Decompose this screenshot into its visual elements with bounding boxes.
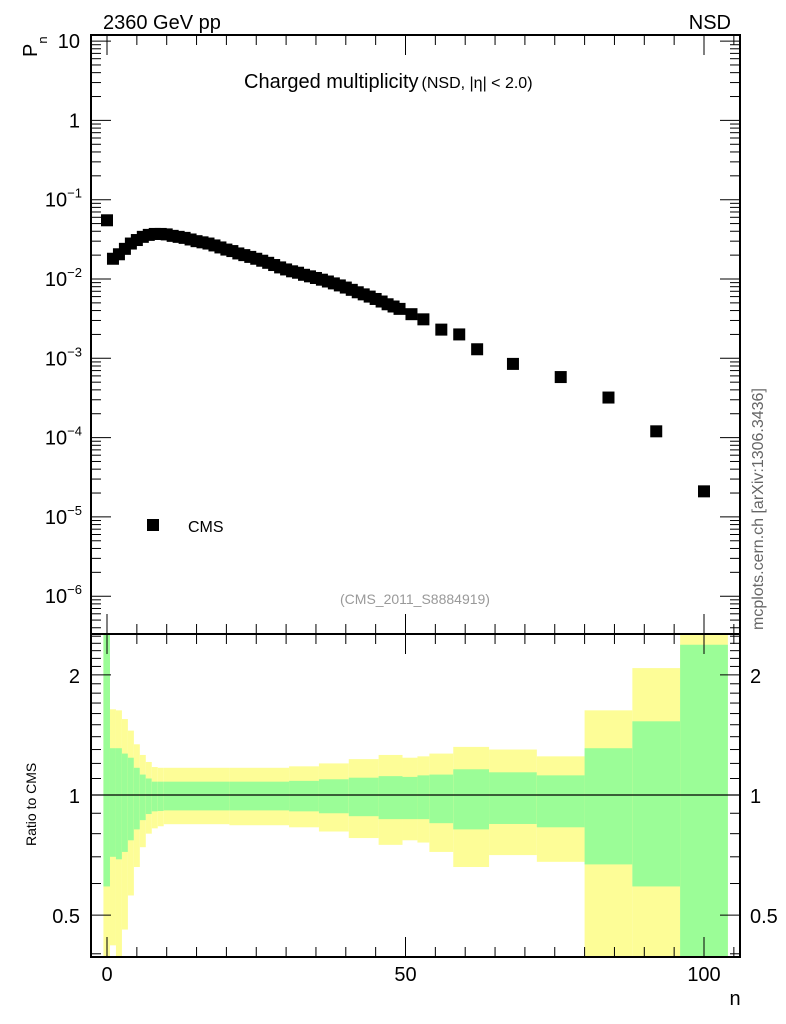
ratio-band-inner	[489, 772, 537, 824]
axis-ticks	[91, 35, 740, 957]
process-label: NSD	[689, 12, 731, 34]
y-tick-label: 10−3	[45, 344, 82, 370]
y-axis-label: Pn	[20, 36, 50, 57]
chart-subtitle: (NSD, |η| < 2.0)	[422, 75, 533, 92]
ratio-y-tick-label-right: 2	[750, 666, 761, 688]
y-tick-labels: 10 1 10−1 10−2 10−3 10−4 10−5 10−6	[45, 31, 82, 608]
ratio-band-inner	[378, 776, 403, 820]
ratio-y-tick-label: 0.5	[52, 906, 80, 928]
chart-title-main: Charged multiplicity	[244, 71, 419, 93]
chart-title: Charged multiplicity (NSD, |η| < 2.0)	[244, 71, 533, 93]
ratio-band-inner	[109, 748, 116, 857]
ratio-bands	[103, 634, 728, 957]
ratio-band-inner	[139, 774, 146, 821]
x-tick-label: 100	[687, 964, 720, 986]
ratio-y-tick-label-right: 1	[750, 786, 761, 808]
y-tick-label: 10−2	[45, 265, 82, 291]
y-tick-label: 10−5	[45, 503, 82, 529]
ratio-band-inner	[402, 776, 418, 820]
data-point	[554, 371, 567, 384]
ratio-band-inner	[163, 781, 230, 811]
legend-marker-cms	[147, 519, 159, 531]
watermark: mcplots.cern.ch [arXiv:1306.3436]	[750, 388, 767, 630]
data-point	[698, 485, 710, 498]
ratio-band-inner	[632, 721, 681, 887]
data-point	[471, 343, 484, 356]
ratio-band-inner	[318, 779, 349, 814]
ratio-band-inner	[103, 634, 110, 887]
ratio-band-inner	[289, 780, 319, 812]
ratio-plot-frame	[90, 633, 741, 958]
ratio-band-inner	[417, 775, 430, 820]
ratio-band-inner	[121, 753, 128, 852]
ratio-y-tick-label-right: 0.5	[750, 906, 778, 928]
ratio-band-inner	[127, 757, 134, 841]
main-plot-frame	[90, 34, 741, 635]
ratio-band-inner	[348, 777, 379, 817]
data-point	[405, 308, 418, 321]
ratio-band-inner	[680, 644, 728, 957]
data-point	[393, 302, 406, 315]
y-tick-label: 10	[58, 31, 80, 53]
x-axis-label: n	[729, 988, 740, 1010]
y-tick-label: 10−1	[45, 186, 82, 212]
y-tick-label: 1	[69, 110, 80, 132]
ratio-axis-label: Ratio to CMS	[23, 763, 39, 846]
y-tick-label: 10−6	[45, 582, 82, 608]
data-point	[506, 357, 519, 370]
ratio-y-tick-label: 2	[69, 666, 80, 688]
ratio-band-inner	[536, 775, 585, 828]
ratio-band-inner	[157, 781, 164, 811]
ratio-y-tick-label: 1	[69, 786, 80, 808]
ratio-band-inner	[584, 748, 633, 865]
data-point	[650, 425, 663, 438]
data-markers	[101, 214, 710, 498]
ratio-band-inner	[429, 774, 454, 824]
data-point	[435, 323, 448, 336]
data-point	[101, 214, 113, 227]
ratio-band-inner	[115, 748, 122, 860]
x-tick-label: 50	[394, 964, 416, 986]
data-point	[453, 328, 466, 341]
ratio-tick-labels: 2 2 1 1 0.5 0.5 0 50 100	[52, 666, 778, 986]
ratio-band-inner	[151, 781, 158, 812]
ratio-band-inner	[453, 769, 490, 830]
ratio-band-inner	[133, 767, 140, 830]
data-point	[417, 313, 430, 326]
analysis-id: (CMS_2011_S8884919)	[340, 591, 490, 607]
legend-label-cms: CMS	[188, 519, 224, 536]
ratio-band-inner	[229, 781, 290, 811]
y-tick-label: 10−4	[45, 424, 82, 450]
ratio-band-inner	[145, 778, 152, 815]
energy-label: 2360 GeV pp	[103, 12, 221, 34]
x-tick-label: 0	[101, 964, 112, 986]
data-point	[602, 391, 615, 404]
